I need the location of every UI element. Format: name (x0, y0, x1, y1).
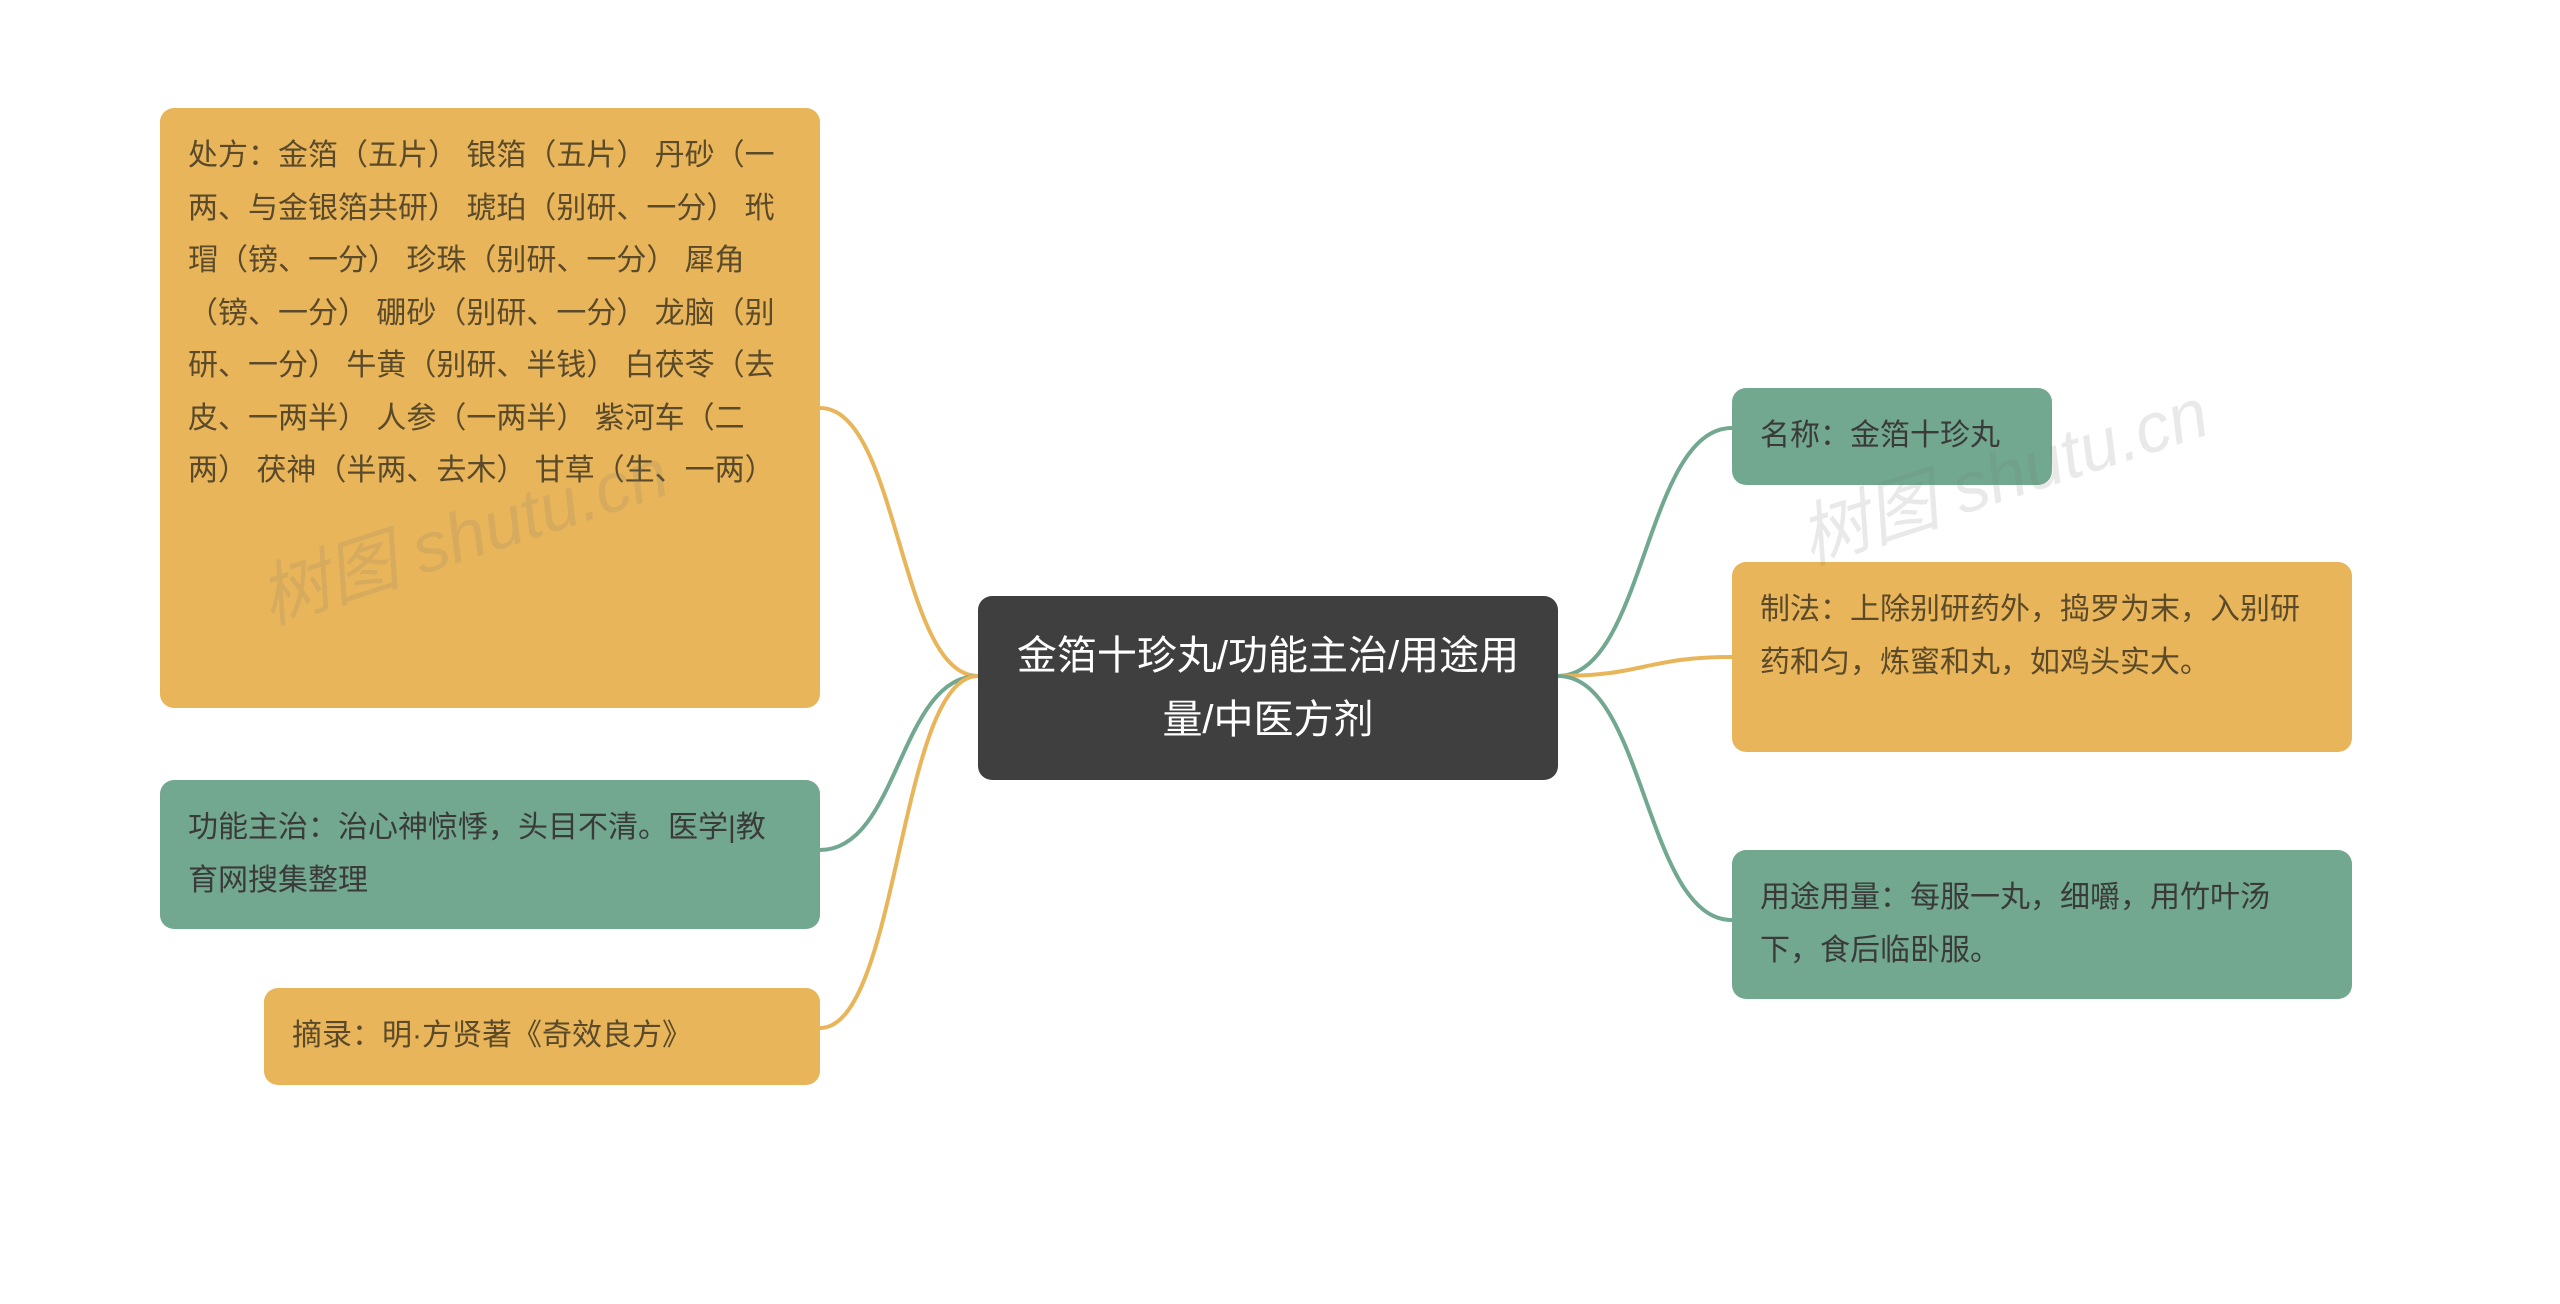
node-name: 名称：金箔十珍丸 (1732, 388, 2052, 485)
mindmap-canvas: 金箔十珍丸/功能主治/用途用量/中医方剂 处方：金箔（五片） 银箔（五片） 丹砂… (0, 0, 2560, 1304)
center-node: 金箔十珍丸/功能主治/用途用量/中医方剂 (978, 596, 1558, 780)
node-prescription: 处方：金箔（五片） 银箔（五片） 丹砂（一两、与金银箔共研） 琥珀（别研、一分）… (160, 108, 820, 708)
node-excerpt: 摘录：明·方贤著《奇效良方》 (264, 988, 820, 1085)
node-method: 制法：上除别研药外，捣罗为末，入别研药和匀，炼蜜和丸，如鸡头实大。 (1732, 562, 2352, 752)
node-usage: 用途用量：每服一丸，细嚼，用竹叶汤下，食后临卧服。 (1732, 850, 2352, 999)
node-function: 功能主治：治心神惊悸，头目不清。医学|教育网搜集整理 (160, 780, 820, 929)
